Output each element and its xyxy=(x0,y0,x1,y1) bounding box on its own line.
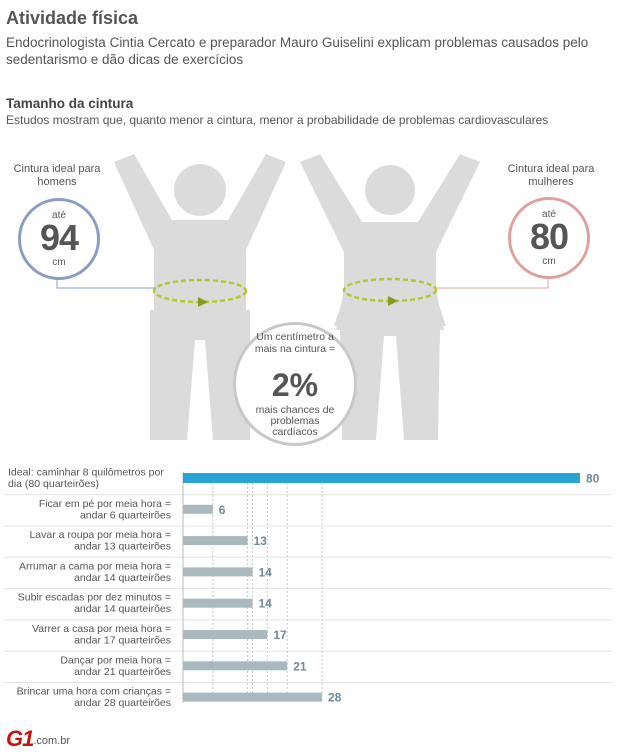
g1-logo: G1.com.br xyxy=(6,726,70,752)
category-label: Ficar em pé por meia hora = andar 6 quart… xyxy=(39,498,171,522)
men-unit: cm xyxy=(52,257,66,268)
category-label: Varrer a casa por meia hora = andar 17 qu… xyxy=(32,623,171,647)
women-value: 80 xyxy=(529,216,569,257)
value-label: 28 xyxy=(328,691,342,705)
category-label: Lavar a roupa por meia hora = andar 13 qu… xyxy=(29,529,171,553)
women-prefix: até xyxy=(542,209,556,220)
value-label: 6 xyxy=(219,503,226,517)
section-subtitle: Estudos mostram que, quanto menor a cint… xyxy=(6,113,549,127)
women-unit: cm xyxy=(542,256,556,267)
connector-lines xyxy=(56,276,549,289)
bar xyxy=(183,473,580,483)
risk-value: 2% xyxy=(271,367,319,403)
category-label: Ideal: caminhar 8 quilômetros por dia (80… xyxy=(8,467,164,491)
men-waist-circle: até 94 cm xyxy=(18,198,100,280)
risk-top-text: Um centímetro a mais na cintura = xyxy=(254,331,336,355)
g1-domain: .com.br xyxy=(33,735,71,747)
category-label: Dançar por meia hora = andar 21 quarteirõ… xyxy=(60,654,171,678)
men-value: 94 xyxy=(39,217,79,258)
women-caption: Cintura ideal para mulheres xyxy=(507,163,595,188)
value-label: 80 xyxy=(586,472,600,486)
bar xyxy=(183,661,288,671)
page-subtitle: Endocrinologista Cintia Cercato e prepar… xyxy=(6,35,589,67)
section-title: Tamanho da cintura xyxy=(6,96,134,111)
bar xyxy=(183,630,268,639)
bar xyxy=(183,504,213,514)
bar xyxy=(183,536,248,546)
category-label: Subir escadas por dez minutos = andar 14 … xyxy=(18,592,171,616)
value-label: 13 xyxy=(254,534,268,548)
value-label: 14 xyxy=(258,565,272,579)
bar xyxy=(183,567,253,577)
value-label: 17 xyxy=(273,628,287,642)
risk-circle: Um centímetro a mais na cintura = 2% mai… xyxy=(233,322,357,446)
category-label: Arrumar a cama por meia hora = andar 14 q… xyxy=(19,560,171,584)
bar xyxy=(183,692,322,702)
g1-logo-mark: G1 xyxy=(6,726,34,751)
men-prefix: até xyxy=(52,210,66,221)
women-waist-circle: até 80 cm xyxy=(508,197,590,279)
bar xyxy=(183,598,253,608)
value-label: 14 xyxy=(258,597,272,611)
activity-bar-chart: Ideal: caminhar 8 quilômetros por dia (80… xyxy=(4,467,612,710)
category-label: Brincar uma hora com crianças = andar 28 … xyxy=(17,686,171,710)
value-label: 21 xyxy=(293,659,307,673)
page-title: Atividade física xyxy=(6,8,139,28)
men-caption: Cintura ideal para homens xyxy=(13,163,101,188)
risk-bottom-text: mais chances de problemas cardíacos xyxy=(255,404,335,438)
